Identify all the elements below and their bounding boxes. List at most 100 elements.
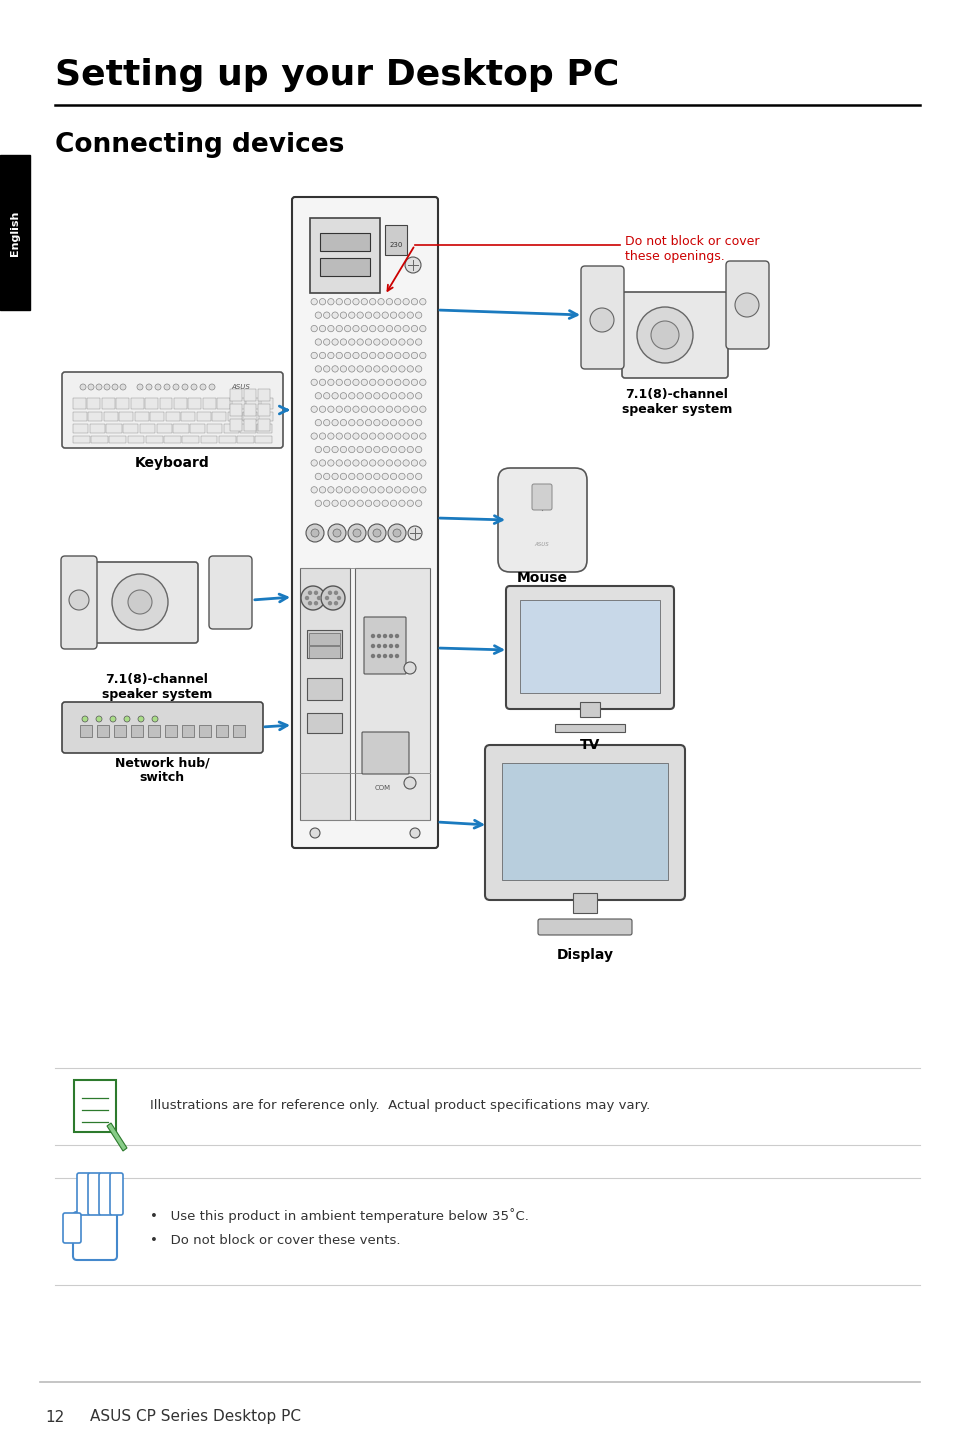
Circle shape [335, 601, 337, 605]
Circle shape [398, 420, 405, 426]
Circle shape [314, 393, 321, 398]
Bar [0, 155, 30, 311]
Circle shape [319, 433, 325, 439]
FancyBboxPatch shape [77, 1173, 90, 1215]
Bar [385, 224, 407, 255]
Circle shape [311, 406, 317, 413]
Circle shape [395, 380, 400, 385]
Circle shape [419, 433, 426, 439]
Circle shape [407, 365, 413, 372]
Circle shape [374, 420, 379, 426]
Bar [260, 398, 274, 408]
Circle shape [332, 420, 338, 426]
Text: ASUS CP Series Desktop PC: ASUS CP Series Desktop PC [90, 1409, 301, 1425]
Circle shape [377, 460, 384, 466]
Text: Connecting devices: Connecting devices [55, 132, 344, 158]
Text: Display: Display [556, 948, 613, 962]
Text: ASUS: ASUS [534, 542, 549, 548]
Bar [232, 398, 244, 408]
Text: Keyboard: Keyboard [134, 456, 209, 470]
Circle shape [374, 365, 379, 372]
Circle shape [386, 352, 392, 358]
Circle shape [407, 473, 413, 480]
Circle shape [328, 486, 334, 493]
Circle shape [365, 365, 372, 372]
Circle shape [365, 446, 372, 453]
Circle shape [361, 380, 367, 385]
Circle shape [348, 312, 355, 318]
Circle shape [335, 325, 342, 332]
Circle shape [328, 601, 331, 605]
Circle shape [353, 433, 358, 439]
Circle shape [416, 420, 421, 426]
FancyBboxPatch shape [497, 467, 586, 572]
Bar [73, 424, 89, 433]
Bar [230, 404, 242, 416]
Circle shape [361, 460, 367, 466]
Circle shape [402, 460, 409, 466]
Circle shape [96, 384, 102, 390]
Bar [88, 398, 100, 408]
Circle shape [310, 828, 319, 838]
Circle shape [365, 339, 372, 345]
FancyBboxPatch shape [62, 372, 283, 449]
Bar [73, 413, 87, 421]
Bar [573, 893, 597, 913]
Circle shape [361, 299, 367, 305]
FancyBboxPatch shape [91, 562, 198, 643]
Circle shape [311, 529, 318, 536]
Circle shape [353, 406, 358, 413]
Circle shape [353, 380, 358, 385]
Circle shape [120, 384, 126, 390]
Bar [307, 630, 341, 659]
Circle shape [88, 384, 94, 390]
Circle shape [393, 529, 400, 536]
Circle shape [411, 380, 417, 385]
Bar [190, 424, 205, 433]
Circle shape [395, 486, 400, 493]
Circle shape [374, 339, 379, 345]
Circle shape [411, 325, 417, 332]
Circle shape [328, 352, 334, 358]
Circle shape [340, 339, 346, 345]
Circle shape [311, 486, 317, 493]
Circle shape [395, 654, 398, 657]
Bar [148, 725, 160, 738]
Circle shape [398, 393, 405, 398]
Circle shape [172, 384, 179, 390]
Bar [217, 398, 230, 408]
Circle shape [377, 325, 384, 332]
Circle shape [353, 352, 358, 358]
Circle shape [419, 460, 426, 466]
Circle shape [395, 634, 398, 637]
Circle shape [395, 644, 398, 647]
Bar [107, 424, 122, 433]
Bar [119, 413, 133, 421]
FancyBboxPatch shape [725, 262, 768, 349]
Circle shape [381, 500, 388, 506]
Circle shape [335, 486, 342, 493]
Bar [230, 418, 242, 431]
Circle shape [319, 486, 325, 493]
Circle shape [383, 644, 386, 647]
Bar [207, 424, 222, 433]
Circle shape [191, 384, 196, 390]
Circle shape [402, 325, 409, 332]
Circle shape [335, 299, 342, 305]
Circle shape [416, 339, 421, 345]
Circle shape [335, 433, 342, 439]
FancyBboxPatch shape [292, 197, 437, 848]
Bar [257, 390, 270, 401]
Bar [199, 725, 211, 738]
Circle shape [361, 325, 367, 332]
Circle shape [319, 380, 325, 385]
Circle shape [356, 473, 363, 480]
Circle shape [390, 473, 396, 480]
Circle shape [335, 460, 342, 466]
Text: •   Use this product in ambient temperature below 35˚C.: • Use this product in ambient temperatur… [150, 1208, 528, 1224]
Circle shape [388, 523, 406, 542]
Circle shape [377, 352, 384, 358]
Bar [299, 568, 350, 820]
Circle shape [374, 446, 379, 453]
Circle shape [361, 486, 367, 493]
